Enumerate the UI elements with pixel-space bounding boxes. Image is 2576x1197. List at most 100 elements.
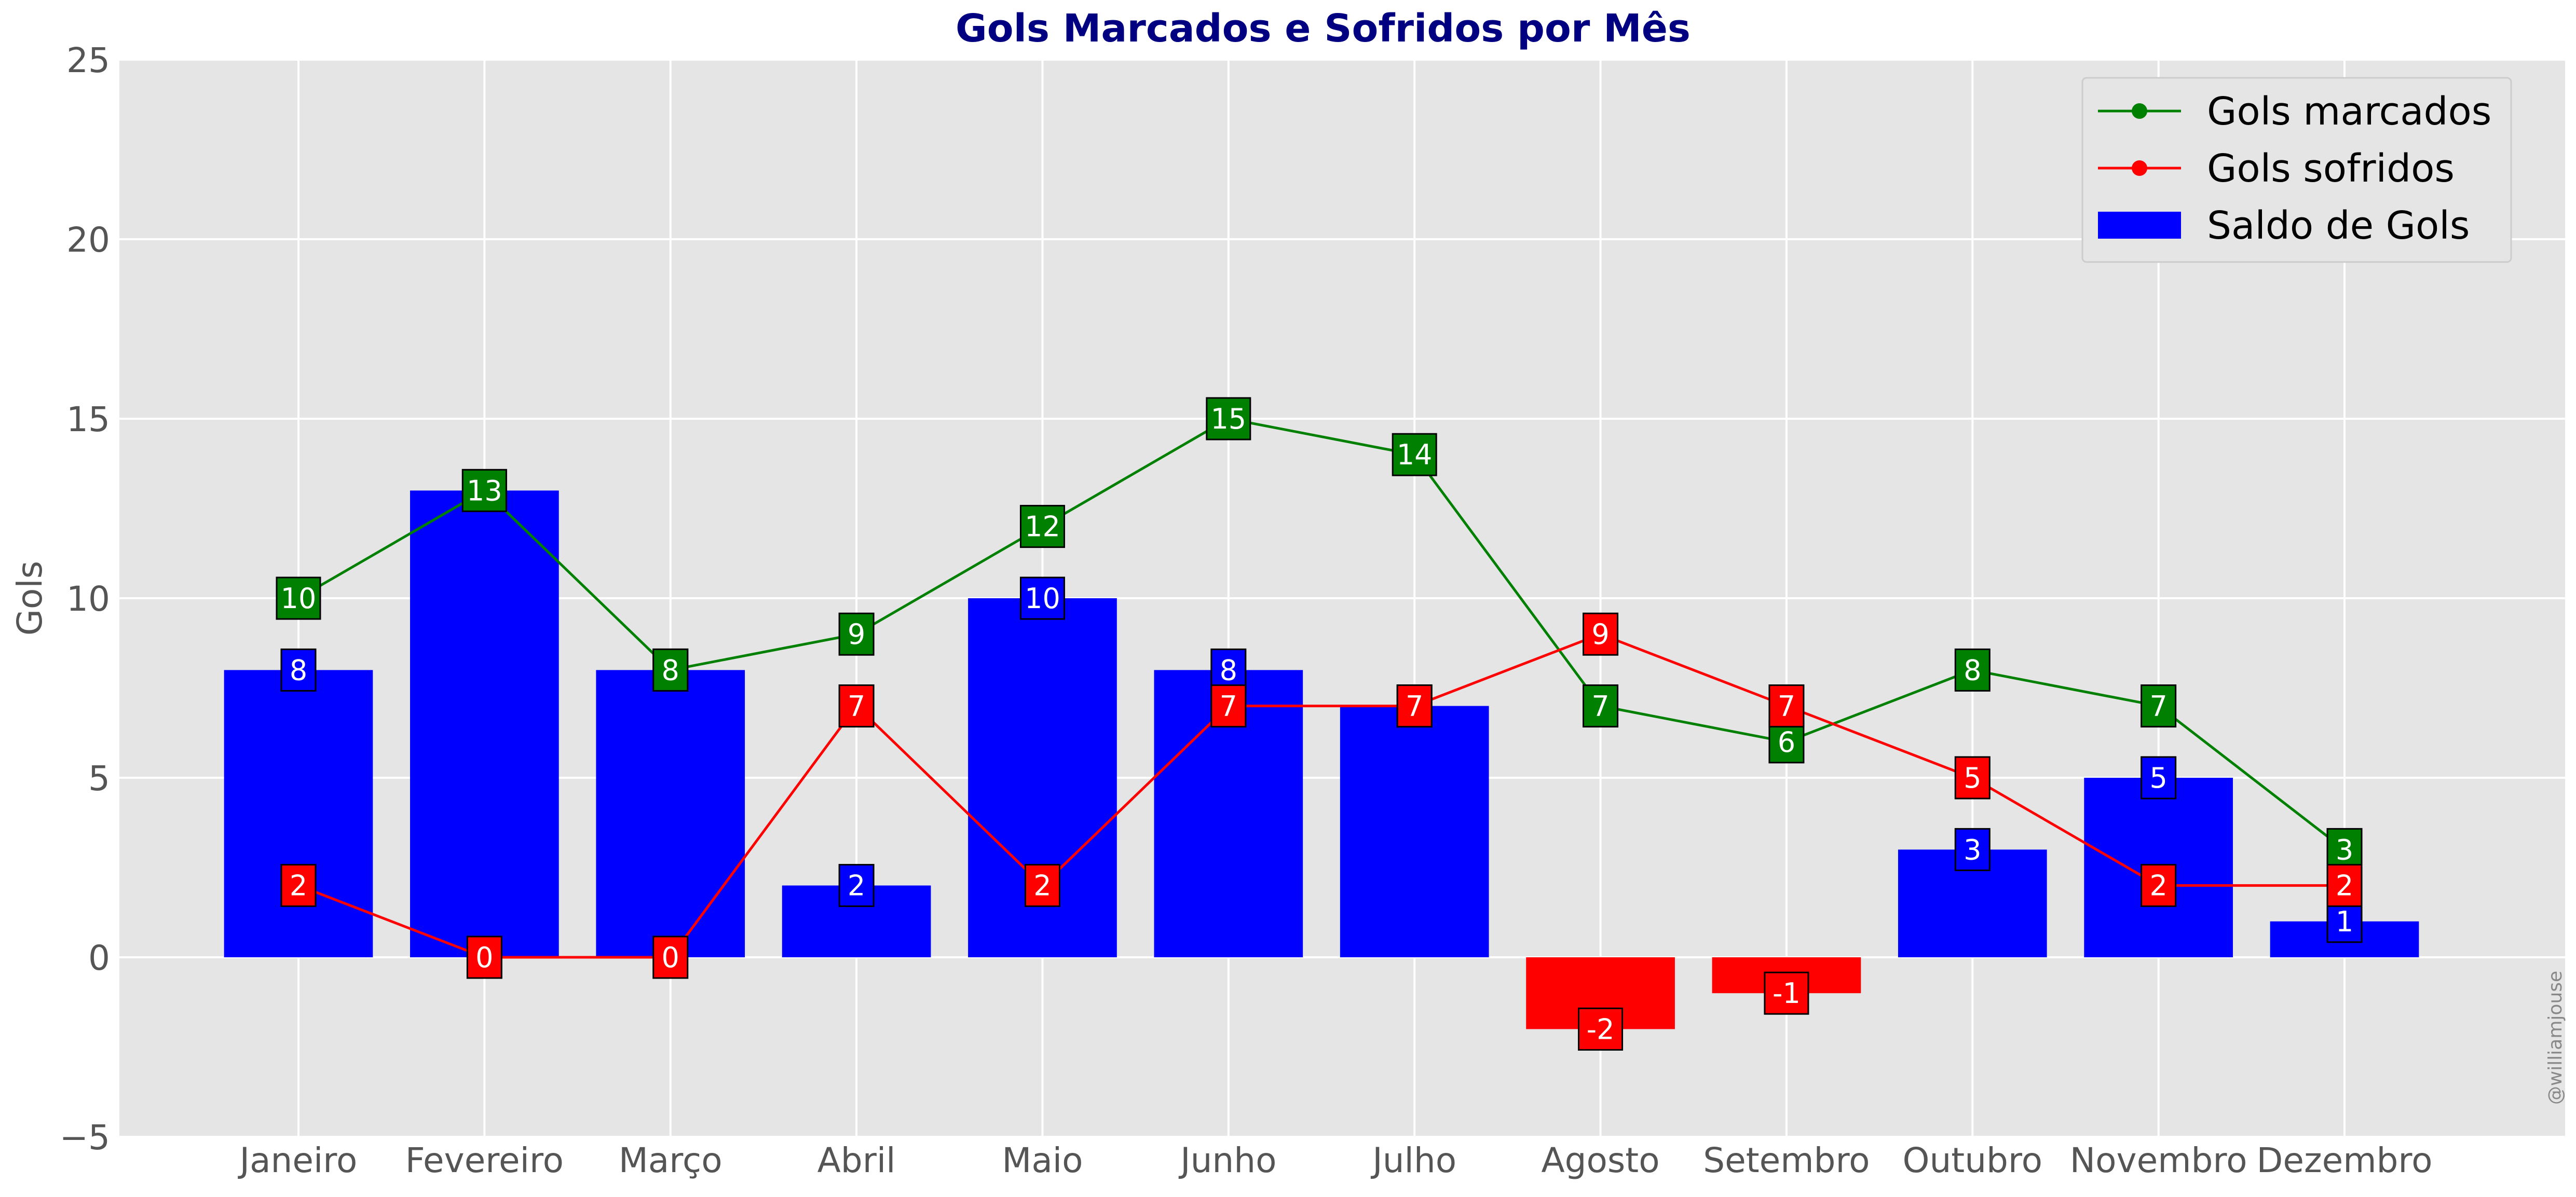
label-box — [280, 648, 317, 692]
label-box — [2141, 684, 2177, 728]
line-data-label: 2 — [1024, 864, 1060, 907]
label-box — [1210, 648, 1247, 692]
y-tick-label: 5 — [88, 759, 110, 799]
bars — [224, 490, 2419, 1029]
x-tick-label: Junho — [1178, 1140, 1276, 1180]
label-box — [466, 935, 502, 979]
label-box — [1768, 684, 1805, 728]
bar-data-label: 2 — [838, 864, 875, 907]
x-tick-label: Agosto — [1542, 1140, 1660, 1180]
label-text: 7 — [1220, 690, 1237, 723]
line-data-label: 0 — [466, 935, 502, 979]
label-text: 6 — [1778, 726, 1795, 759]
label-text: 0 — [662, 941, 679, 974]
x-tick-label: Abril — [817, 1140, 896, 1180]
label-text: 2 — [2149, 870, 2167, 902]
label-text: 9 — [848, 618, 865, 651]
label-text: 8 — [662, 654, 679, 686]
label-text: 2 — [1033, 870, 1051, 902]
lines — [297, 417, 2346, 959]
bar — [224, 670, 373, 957]
y-tick-label: 25 — [66, 40, 110, 80]
legend: Gols marcados Gols sofridos Saldo de Gols — [2081, 77, 2512, 263]
bar-data-label: -1 — [1764, 971, 1809, 1015]
label-text: 10 — [1025, 582, 1060, 615]
label-text: 0 — [475, 941, 493, 974]
x-tick-label: Maio — [1002, 1140, 1083, 1180]
bar — [1340, 706, 1489, 957]
label-box — [838, 684, 875, 728]
x-tick-label: Setembro — [1703, 1140, 1870, 1180]
line-data-label: 3 — [2326, 828, 2363, 871]
y-tick-label: 10 — [66, 579, 110, 619]
line-data-label: 8 — [1954, 648, 1991, 692]
label-box — [276, 576, 321, 620]
bar-data-label: 8 — [1210, 648, 1247, 692]
label-box — [1019, 505, 1065, 548]
label-text: 5 — [2149, 762, 2167, 794]
label-box — [2326, 900, 2363, 943]
label-text: 7 — [848, 690, 865, 723]
label-text: 3 — [1964, 833, 1981, 866]
label-text: -1 — [1773, 977, 1801, 1010]
line-data-label: 7 — [1768, 684, 1805, 728]
bar-data-label: 3 — [1954, 828, 1991, 871]
label-box — [1024, 864, 1060, 907]
label-text: -2 — [1587, 1013, 1615, 1045]
legend-bar-swatch — [2098, 212, 2181, 239]
bar — [596, 670, 745, 957]
label-text: 7 — [2149, 690, 2167, 723]
legend-marker — [2132, 160, 2147, 176]
line-data-label: 0 — [652, 935, 689, 979]
x-tick-label: Dezembro — [2257, 1140, 2433, 1180]
y-tick-label: 0 — [88, 938, 110, 978]
label-text: 8 — [1964, 654, 1981, 686]
label-box — [652, 935, 689, 979]
data-labels: 813821087-2-1351101389121514768732007277… — [276, 397, 2363, 1051]
line-data-label: 7 — [2141, 684, 2177, 728]
x-tick-label: Fevereiro — [405, 1140, 564, 1180]
label-box — [1954, 756, 1991, 800]
label-box — [652, 648, 689, 692]
label-box — [1954, 648, 1991, 692]
label-box — [1392, 433, 1437, 476]
label-text: 2 — [2336, 870, 2353, 902]
line-data-label: 10 — [276, 576, 321, 620]
label-box — [838, 864, 875, 907]
bar-data-label: 8 — [280, 648, 317, 692]
label-text: 12 — [1025, 511, 1060, 543]
label-text: 7 — [1591, 690, 1609, 723]
line-data-label: 2 — [2326, 864, 2363, 907]
label-box — [1954, 828, 1991, 871]
legend-marker — [2132, 103, 2147, 119]
x-tick-label: Outubro — [1903, 1140, 2042, 1180]
line-data-label: 14 — [1392, 433, 1437, 476]
bar-data-label: 1 — [2326, 900, 2363, 943]
label-text: 8 — [1220, 654, 1237, 686]
bar-data-label: 5 — [2141, 756, 2177, 800]
chart-title: Gols Marcados e Sofridos por Mês — [956, 6, 1691, 51]
line-data-label: 8 — [652, 648, 689, 692]
y-tick-label: 20 — [66, 220, 110, 260]
series-line — [298, 632, 2345, 959]
label-box — [1578, 1007, 1624, 1051]
label-box — [1764, 971, 1809, 1015]
line-data-label: 5 — [1954, 756, 1991, 800]
line-data-label: 15 — [1206, 397, 1251, 441]
line-data-label: 7 — [1210, 684, 1247, 728]
label-text: 5 — [1964, 762, 1981, 794]
label-box — [1768, 720, 1805, 764]
y-tick-label: −5 — [60, 1118, 110, 1158]
label-text: 8 — [290, 654, 307, 686]
label-box — [1583, 684, 1619, 728]
x-tick-label: Novembro — [2070, 1140, 2247, 1180]
legend-label: Gols sofridos — [2207, 146, 2455, 191]
label-text: 9 — [1591, 618, 1609, 651]
label-box — [1396, 684, 1433, 728]
line-data-label: 12 — [1019, 505, 1065, 548]
label-text: 13 — [467, 474, 502, 507]
line-data-label: 7 — [1396, 684, 1433, 728]
